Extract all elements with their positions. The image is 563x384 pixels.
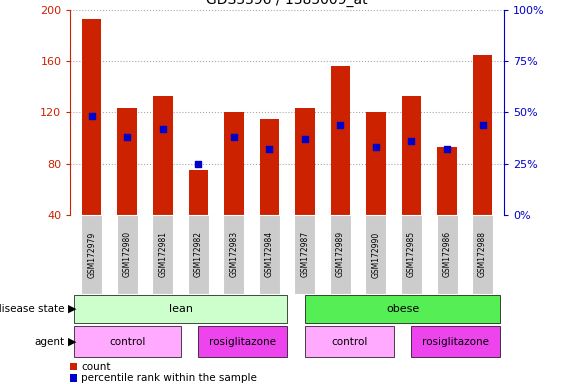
Point (158, 126, 167, 132)
Bar (74, 326, 181, 357)
Text: GSM172988: GSM172988 (478, 232, 487, 277)
Point (265, 146, 274, 152)
Bar (437, 147, 457, 215)
Text: lean: lean (168, 304, 193, 314)
Text: GSM172983: GSM172983 (229, 231, 238, 278)
Text: control: control (109, 337, 145, 347)
Bar (74, 295, 287, 323)
Bar (472, 215, 493, 294)
Text: GSM172982: GSM172982 (194, 232, 203, 277)
Bar (70, 374, 77, 382)
Bar (436, 215, 458, 294)
Text: control: control (331, 337, 368, 347)
Bar (305, 295, 501, 323)
Bar (152, 215, 173, 294)
Point (443, 146, 452, 152)
Bar (330, 66, 350, 215)
Bar (118, 108, 137, 215)
Text: GSM172984: GSM172984 (265, 231, 274, 278)
Title: GDS3396 / 1385009_at: GDS3396 / 1385009_at (206, 0, 368, 7)
Text: disease state: disease state (0, 304, 65, 314)
Bar (402, 96, 421, 215)
Bar (260, 119, 279, 215)
Text: GSM172990: GSM172990 (372, 231, 381, 278)
Point (336, 122, 345, 128)
Bar (259, 215, 280, 294)
Bar (117, 215, 138, 294)
Text: GSM172986: GSM172986 (443, 231, 452, 278)
Point (301, 136, 310, 142)
Bar (224, 112, 244, 215)
Bar (70, 363, 77, 370)
Bar (189, 170, 208, 215)
Point (87, 113, 96, 119)
Bar (365, 215, 386, 294)
Text: ▶: ▶ (68, 337, 76, 347)
Text: obese: obese (386, 304, 419, 314)
Bar (366, 112, 386, 215)
Text: GSM172985: GSM172985 (407, 231, 416, 278)
Point (407, 138, 416, 144)
Text: GSM172980: GSM172980 (123, 231, 132, 278)
Text: agent: agent (34, 337, 65, 347)
Bar (198, 326, 287, 357)
Bar (81, 215, 102, 294)
Bar (153, 96, 172, 215)
Text: GSM172979: GSM172979 (87, 231, 96, 278)
Text: GSM172989: GSM172989 (336, 231, 345, 278)
Point (372, 144, 381, 150)
Point (194, 161, 203, 167)
Text: GSM172981: GSM172981 (158, 232, 167, 277)
Point (123, 134, 132, 140)
Bar (473, 55, 492, 215)
Bar (305, 326, 394, 357)
Text: rosiglitazone: rosiglitazone (209, 337, 276, 347)
Bar (294, 215, 315, 294)
Text: rosiglitazone: rosiglitazone (422, 337, 489, 347)
Bar (295, 108, 315, 215)
Point (229, 134, 238, 140)
Text: count: count (81, 361, 111, 372)
Text: GSM172987: GSM172987 (301, 231, 310, 278)
Bar (412, 326, 501, 357)
Bar (82, 18, 101, 215)
Bar (401, 215, 422, 294)
Text: percentile rank within the sample: percentile rank within the sample (81, 373, 257, 383)
Bar (330, 215, 351, 294)
Bar (188, 215, 209, 294)
Bar (224, 215, 244, 294)
Text: ▶: ▶ (68, 304, 76, 314)
Point (478, 122, 487, 128)
